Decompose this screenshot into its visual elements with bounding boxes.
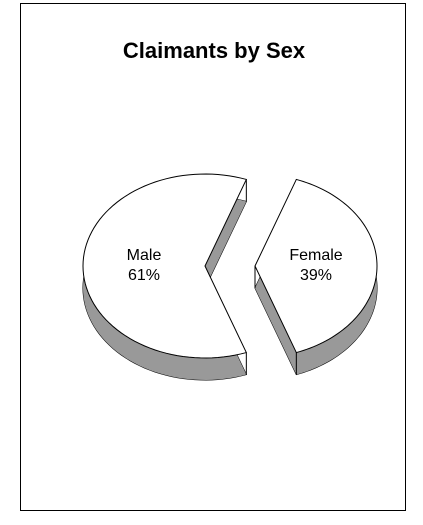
slice-value-label: 61% [128, 267, 160, 284]
chart-title: Claimants by Sex [123, 38, 306, 63]
slice [254, 178, 378, 354]
slice-label: Female [289, 247, 342, 264]
slice-label: Male [127, 247, 162, 264]
slice [82, 173, 248, 359]
slice-value-label: 39% [300, 267, 332, 284]
